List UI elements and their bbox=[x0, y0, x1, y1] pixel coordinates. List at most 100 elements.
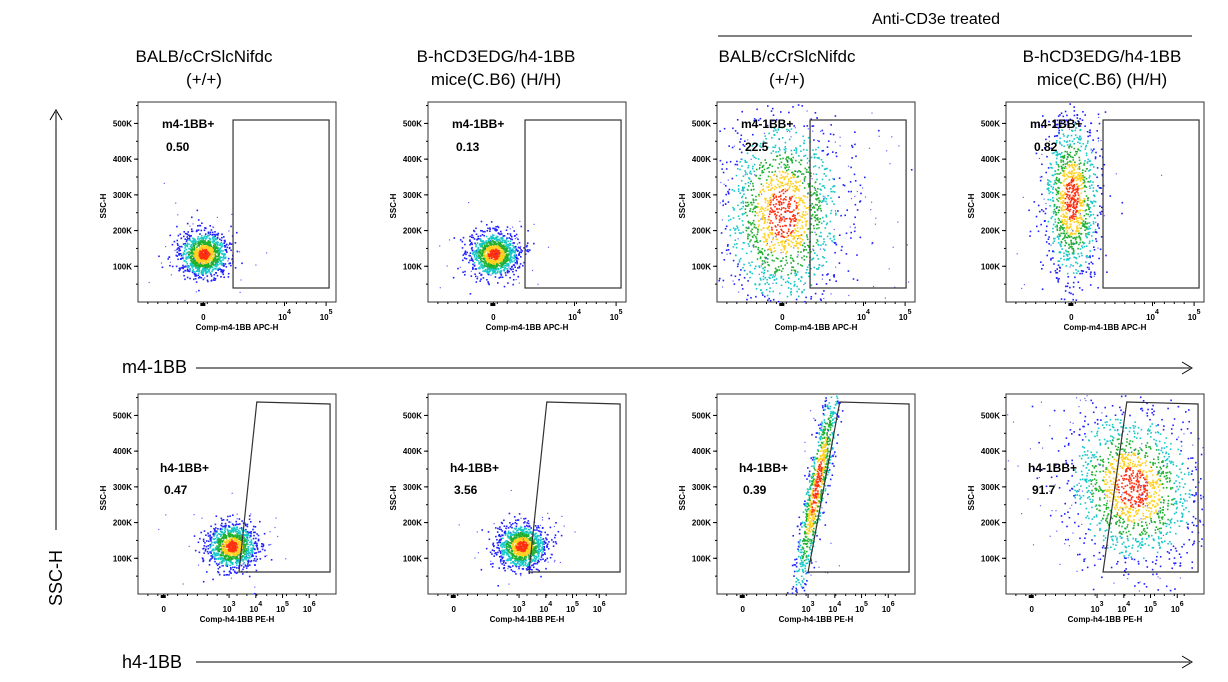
event-dot bbox=[821, 185, 824, 187]
event-dot-sparse bbox=[817, 210, 819, 212]
event-dot bbox=[1072, 247, 1075, 250]
event-dot bbox=[773, 127, 776, 130]
event-dot bbox=[792, 176, 795, 178]
event-dot bbox=[201, 247, 204, 250]
event-dot bbox=[740, 180, 743, 182]
event-dot bbox=[1040, 223, 1042, 226]
event-dot bbox=[791, 195, 793, 198]
event-dot bbox=[788, 243, 790, 246]
event-dot bbox=[731, 189, 734, 191]
event-dot bbox=[485, 262, 488, 265]
event-dot bbox=[832, 177, 834, 180]
event-dot-sparse bbox=[758, 273, 760, 275]
event-dot bbox=[1039, 210, 1041, 213]
event-dot bbox=[219, 238, 221, 241]
event-dot bbox=[1044, 234, 1047, 236]
event-dot bbox=[1078, 163, 1081, 165]
event-dot bbox=[823, 238, 825, 240]
event-dot bbox=[507, 253, 510, 255]
event-dot bbox=[468, 261, 470, 264]
event-dot bbox=[198, 261, 200, 264]
event-dot bbox=[207, 244, 209, 247]
event-dot-sparse bbox=[797, 238, 799, 240]
event-dot bbox=[212, 252, 214, 254]
event-dot bbox=[1029, 230, 1032, 233]
event-dot bbox=[755, 246, 757, 248]
event-dot bbox=[763, 168, 766, 171]
event-dot bbox=[506, 270, 509, 273]
event-dot bbox=[851, 144, 853, 147]
event-dot bbox=[209, 247, 211, 250]
event-dot bbox=[497, 226, 500, 229]
event-dot bbox=[792, 259, 794, 262]
event-dot bbox=[489, 230, 491, 232]
event-dot bbox=[207, 249, 210, 252]
event-dot bbox=[178, 252, 180, 255]
event-dot bbox=[214, 279, 216, 281]
event-dot bbox=[774, 271, 776, 273]
event-dot bbox=[792, 182, 794, 185]
event-dot bbox=[797, 246, 799, 249]
event-dot bbox=[763, 260, 766, 262]
event-dot bbox=[191, 264, 194, 266]
event-dot bbox=[496, 257, 499, 259]
event-dot bbox=[823, 220, 825, 223]
event-dot bbox=[1065, 193, 1067, 195]
event-dot bbox=[486, 245, 488, 248]
event-dot bbox=[1062, 174, 1064, 177]
event-dot bbox=[1062, 161, 1065, 163]
event-dot bbox=[229, 242, 231, 244]
event-dot-sparse bbox=[181, 246, 183, 248]
event-dot bbox=[209, 257, 212, 260]
event-dot bbox=[749, 276, 751, 279]
event-dot bbox=[199, 265, 201, 268]
event-dot bbox=[481, 254, 483, 257]
event-dot bbox=[494, 247, 497, 249]
event-dot bbox=[785, 158, 787, 160]
event-dot-sparse bbox=[511, 249, 513, 251]
event-dot bbox=[769, 176, 772, 178]
event-dot bbox=[195, 243, 197, 246]
event-dot-sparse bbox=[228, 230, 230, 232]
event-dot bbox=[804, 282, 806, 284]
event-dot bbox=[1041, 126, 1043, 128]
event-dot bbox=[808, 166, 810, 169]
event-dot bbox=[1062, 200, 1065, 202]
event-dot bbox=[482, 230, 485, 233]
event-dot bbox=[1041, 163, 1043, 166]
x-tick-exponent: 5 bbox=[619, 309, 623, 316]
event-dot bbox=[205, 272, 208, 274]
event-dot bbox=[820, 235, 822, 238]
event-dot bbox=[1081, 272, 1083, 275]
event-dot bbox=[1067, 203, 1070, 206]
event-dot bbox=[765, 244, 768, 246]
event-dot bbox=[789, 223, 791, 226]
event-dot bbox=[236, 250, 239, 253]
event-dot bbox=[475, 233, 478, 235]
event-dot bbox=[778, 147, 781, 149]
event-dot bbox=[459, 239, 462, 241]
event-dot bbox=[1050, 217, 1052, 220]
event-dot bbox=[1071, 166, 1074, 169]
event-dot-sparse bbox=[789, 131, 791, 133]
event-dot bbox=[478, 257, 481, 259]
event-dot bbox=[762, 188, 764, 190]
event-dot bbox=[1078, 212, 1080, 214]
event-dot bbox=[773, 260, 775, 262]
event-dot bbox=[744, 161, 747, 163]
event-dot bbox=[778, 219, 781, 221]
event-dot bbox=[1062, 133, 1065, 135]
event-dot bbox=[1072, 175, 1074, 178]
event-dot-sparse bbox=[177, 214, 179, 216]
event-dot bbox=[509, 234, 512, 237]
event-dot bbox=[747, 185, 750, 187]
event-dot bbox=[854, 180, 857, 182]
event-dot bbox=[762, 185, 765, 187]
event-dot bbox=[504, 272, 507, 274]
event-dot bbox=[828, 232, 831, 235]
event-dot-sparse bbox=[807, 128, 809, 130]
event-dot-sparse bbox=[744, 205, 747, 207]
event-dot bbox=[781, 190, 783, 192]
event-dot bbox=[794, 270, 797, 273]
event-dot bbox=[821, 129, 824, 132]
